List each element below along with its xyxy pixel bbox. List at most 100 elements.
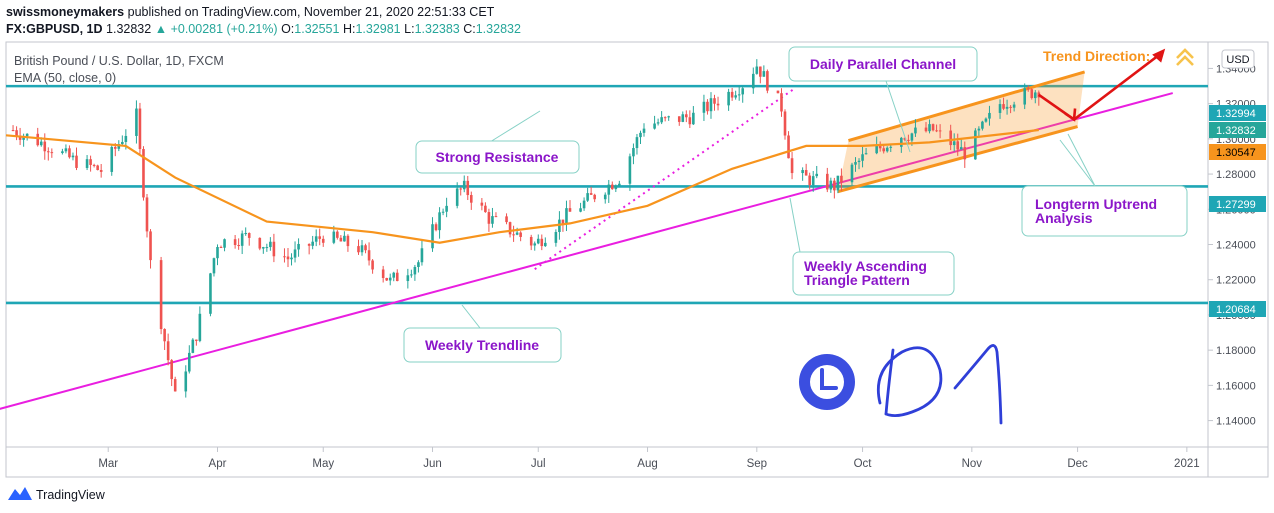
candle-body [149, 231, 152, 261]
candle-body [336, 231, 339, 238]
candle-body [43, 141, 47, 152]
arrow-head-icon [1152, 48, 1166, 63]
price-label-text: 1.32994 [1216, 108, 1256, 120]
candle-body [406, 275, 410, 282]
symbol-label: FX:GBPUSD, 1D [6, 22, 103, 36]
candle-body [998, 104, 1002, 113]
candle-body [191, 339, 195, 353]
candle-body [297, 243, 300, 250]
candle-body [533, 243, 537, 246]
candle-body [1033, 92, 1037, 99]
candle-body [864, 153, 868, 155]
candle-body [494, 216, 498, 218]
candle-body [727, 91, 730, 106]
candle-body [660, 117, 663, 123]
y-tick-label: 1.16000 [1216, 380, 1256, 392]
longterm-line-1: Longterm Uptrend [1035, 196, 1157, 212]
candle-body [290, 257, 293, 260]
candle-body [184, 371, 188, 392]
candle-body [223, 239, 226, 248]
candle-body [741, 88, 745, 95]
candle-body [706, 101, 709, 112]
candle-body [198, 313, 202, 341]
candle-body [434, 224, 438, 231]
candle-body [561, 219, 565, 225]
candle-body [1026, 88, 1030, 90]
candle-body [307, 243, 311, 246]
price-label-tag [1209, 122, 1266, 138]
candle-body [737, 94, 741, 96]
candle-body [610, 184, 614, 190]
candle-body [484, 205, 487, 213]
candle-body [96, 165, 99, 171]
currency-label: USD [1226, 54, 1249, 66]
x-tick-label: Jul [531, 458, 546, 470]
candle-body [787, 135, 790, 159]
publish-date: published on TradingView.com, November 2… [127, 5, 495, 19]
channel-upper-line [848, 70, 1086, 143]
candle-body [487, 212, 491, 224]
candle-body [713, 98, 716, 104]
candle-body [759, 66, 762, 77]
candle-body [1002, 104, 1005, 109]
candle-body [751, 73, 755, 89]
y-tick-label: 1.28000 [1216, 169, 1256, 181]
x-tick-label: 2021 [1174, 458, 1200, 470]
currency-button[interactable]: USD [1221, 49, 1255, 69]
candle-body [258, 237, 262, 249]
author-name[interactable]: swissmoneymakers [6, 5, 125, 19]
candle-body [441, 211, 445, 213]
candle-body [170, 360, 173, 380]
candle-body [688, 117, 692, 125]
y-tick-label: 1.18000 [1216, 345, 1256, 357]
high-value: 1.32981 [355, 22, 401, 36]
candle-body [536, 238, 540, 244]
candle-body [50, 152, 54, 154]
longterm-callout: Longterm Uptrend Analysis [1021, 133, 1188, 237]
candle-body [808, 175, 811, 186]
candle-body [113, 146, 117, 149]
candle-body [618, 183, 621, 186]
close-label: C: [463, 22, 476, 36]
candle-body [85, 159, 89, 168]
candle-body [99, 170, 103, 172]
daily-channel-callout: Daily Parallel Channel [788, 46, 978, 153]
strong-resistance-text: Strong Resistance [436, 149, 559, 165]
candle-body [656, 122, 660, 124]
y-tick-label: 1.14000 [1216, 416, 1256, 428]
candle-body [92, 164, 96, 166]
candle-body [829, 180, 833, 190]
candle-body [984, 118, 988, 122]
candle-body [677, 116, 681, 122]
candle-body [628, 156, 632, 184]
trend-projection [1038, 48, 1166, 122]
candle-body [607, 184, 611, 195]
candle-body [783, 111, 787, 136]
candle-body [854, 162, 857, 165]
x-tick-label: Nov [962, 458, 983, 470]
publish-info: swissmoneymakers published on TradingVie… [6, 5, 494, 19]
horizontal-levels [6, 84, 1208, 305]
candle-body [265, 247, 269, 249]
x-axis-ticks: Mar Apr May Jun Jul Aug Sep Oct Nov Dec 2021 [98, 447, 1200, 470]
candle-body [459, 188, 463, 190]
candle-body [286, 256, 290, 260]
candle-body [138, 108, 142, 150]
candles [11, 59, 1041, 398]
candle-body [903, 137, 907, 140]
candle-body [639, 132, 642, 138]
candle-body [529, 236, 533, 246]
candle-body [833, 180, 836, 191]
candle-body [1005, 106, 1009, 109]
candle-body [272, 241, 276, 257]
weekly-triangle-line-1: Weekly Ascending [804, 258, 927, 274]
candle-body [46, 151, 50, 153]
candle-body [209, 273, 212, 314]
candle-body [15, 130, 18, 136]
candle-body [952, 141, 956, 146]
candle-body [593, 194, 596, 200]
candle-body [882, 148, 886, 152]
candle-body [318, 236, 322, 239]
candle-body [801, 170, 804, 174]
